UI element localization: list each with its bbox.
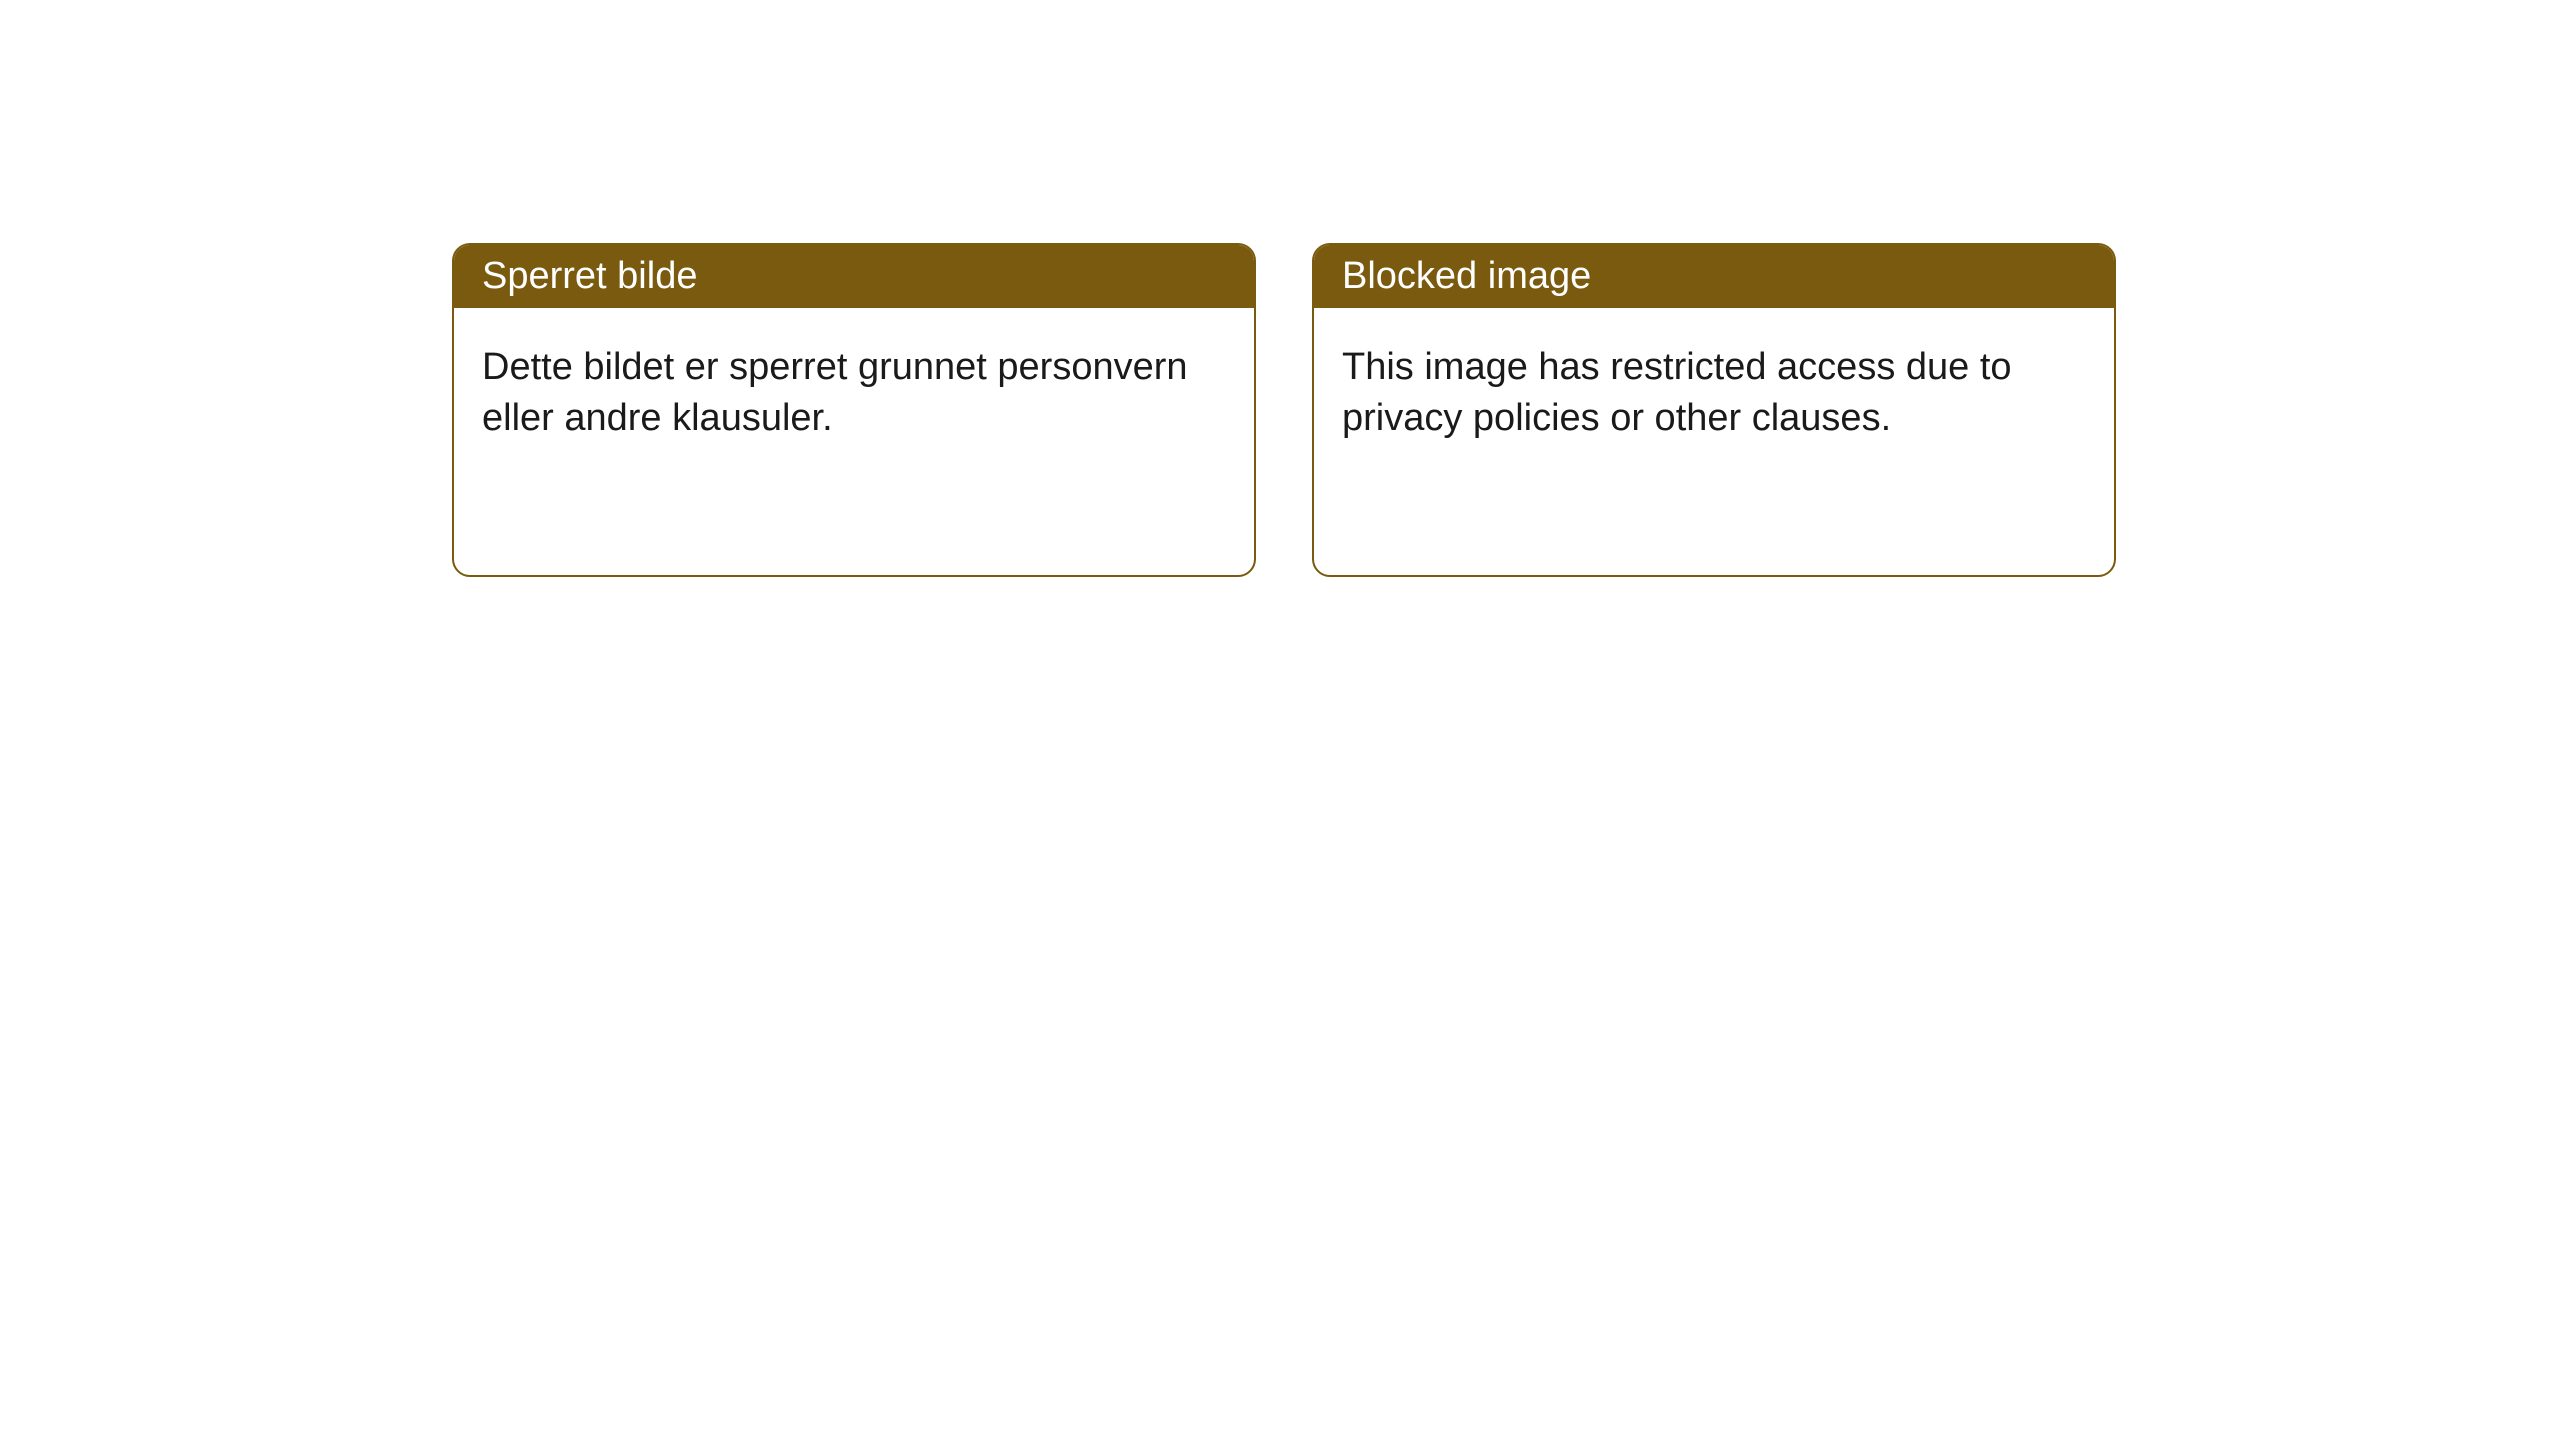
card-text-norwegian: Dette bildet er sperret grunnet personve… [482,346,1188,439]
card-title-norwegian: Sperret bilde [482,255,697,297]
card-text-english: This image has restricted access due to … [1342,346,2012,439]
notice-card-english: Blocked image This image has restricted … [1312,243,2116,577]
notice-cards-container: Sperret bilde Dette bildet er sperret gr… [452,243,2116,577]
card-body-english: This image has restricted access due to … [1314,308,2114,575]
card-title-english: Blocked image [1342,255,1591,297]
notice-card-norwegian: Sperret bilde Dette bildet er sperret gr… [452,243,1256,577]
card-body-norwegian: Dette bildet er sperret grunnet personve… [454,308,1254,575]
card-header-norwegian: Sperret bilde [454,245,1254,308]
card-header-english: Blocked image [1314,245,2114,308]
